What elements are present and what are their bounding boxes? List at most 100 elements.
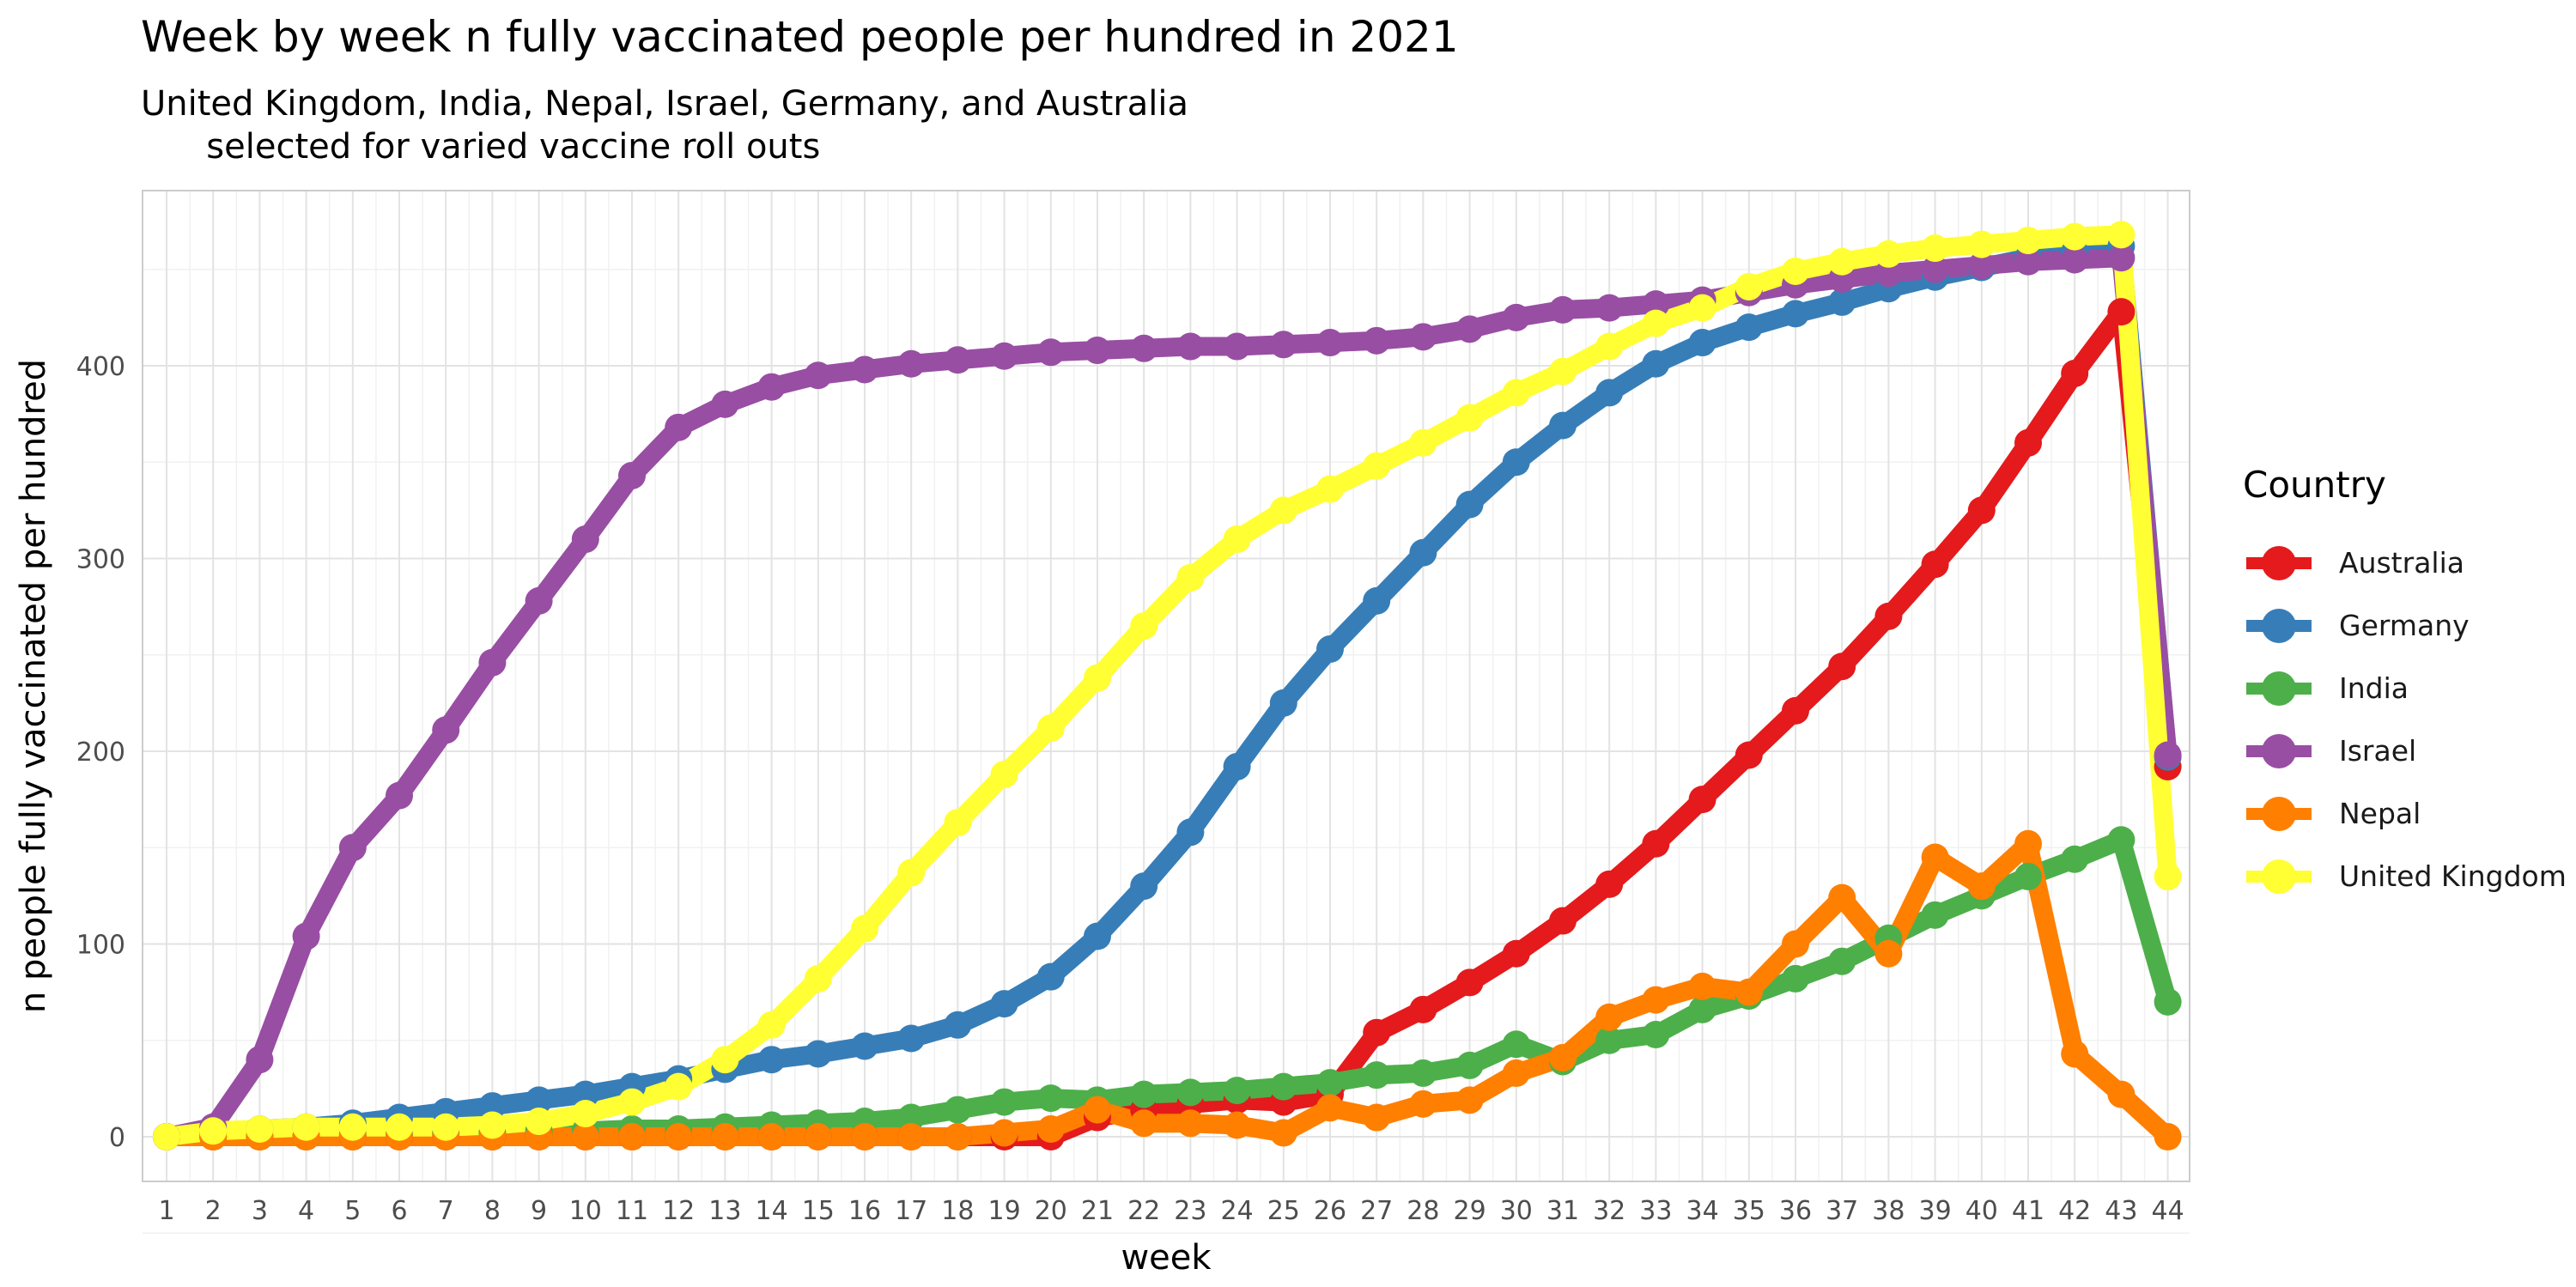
data-point-israel xyxy=(1642,290,1670,319)
x-tick-label: 41 xyxy=(2012,1196,2044,1226)
data-point-australia xyxy=(1502,939,1530,968)
data-point-united-kingdom xyxy=(1921,234,1949,263)
data-point-germany xyxy=(897,1024,926,1053)
data-point-nepal xyxy=(1828,883,1856,912)
data-point-united-kingdom xyxy=(804,964,832,993)
x-tick-label: 28 xyxy=(1406,1196,1439,1226)
data-point-united-kingdom xyxy=(153,1123,180,1150)
data-point-india xyxy=(1223,1077,1251,1105)
data-point-nepal xyxy=(1316,1094,1344,1122)
data-point-india xyxy=(1409,1059,1437,1087)
data-point-united-kingdom xyxy=(990,760,1018,788)
data-point-united-kingdom xyxy=(1409,428,1437,457)
data-point-israel xyxy=(1409,323,1437,351)
x-tick-label: 18 xyxy=(941,1196,974,1226)
x-tick-label: 27 xyxy=(1360,1196,1393,1226)
x-tick-label: 9 xyxy=(531,1196,547,1226)
data-point-israel xyxy=(2014,247,2042,276)
data-point-united-kingdom xyxy=(1828,247,1856,276)
data-point-germany xyxy=(1455,490,1484,519)
data-point-united-kingdom xyxy=(1316,475,1344,503)
data-point-nepal xyxy=(1874,939,1903,968)
y-tick-label: 300 xyxy=(76,545,125,575)
x-tick-label: 25 xyxy=(1267,1196,1300,1226)
data-point-united-kingdom xyxy=(292,1113,320,1141)
x-tick-label: 34 xyxy=(1686,1196,1719,1226)
data-point-india xyxy=(1455,1051,1484,1079)
legend-key xyxy=(2243,859,2315,894)
x-tick-label: 19 xyxy=(988,1196,1021,1226)
data-point-united-kingdom xyxy=(757,1011,786,1039)
data-point-india xyxy=(1130,1080,1158,1108)
x-tick-label: 35 xyxy=(1733,1196,1765,1226)
data-point-nepal xyxy=(990,1119,1018,1147)
data-point-nepal xyxy=(711,1123,739,1150)
data-point-nepal xyxy=(2014,829,2042,858)
data-point-germany xyxy=(851,1032,878,1060)
legend: Country Australia Germany India Israel Nepal… xyxy=(2243,464,2567,908)
data-point-australia xyxy=(1409,995,1437,1023)
data-point-united-kingdom xyxy=(618,1088,646,1116)
data-point-israel xyxy=(525,586,553,615)
legend-key xyxy=(2243,608,2315,643)
data-point-united-kingdom xyxy=(1967,230,1996,258)
data-point-israel xyxy=(618,461,646,489)
data-point-india xyxy=(2014,862,2042,890)
data-point-united-kingdom xyxy=(944,809,972,837)
data-point-australia xyxy=(1642,829,1670,858)
x-tick-label: 23 xyxy=(1174,1196,1206,1226)
x-tick-label: 40 xyxy=(1965,1196,1998,1226)
x-tick-label: 11 xyxy=(616,1196,648,1226)
legend-key xyxy=(2243,733,2315,768)
x-tick-label: 22 xyxy=(1127,1196,1160,1226)
data-point-united-kingdom xyxy=(665,1072,693,1101)
data-point-germany xyxy=(525,1086,553,1114)
x-tick-label: 39 xyxy=(1919,1196,1952,1226)
data-point-united-kingdom xyxy=(1176,563,1205,592)
data-point-israel xyxy=(2154,741,2182,769)
x-tick-label: 43 xyxy=(2105,1196,2137,1226)
data-point-nepal xyxy=(571,1123,599,1150)
data-point-united-kingdom xyxy=(2107,221,2136,249)
data-point-united-kingdom xyxy=(1084,664,1111,692)
data-point-united-kingdom xyxy=(386,1113,413,1141)
data-point-nepal xyxy=(1782,930,1809,958)
data-point-nepal xyxy=(1223,1111,1251,1139)
data-point-united-kingdom xyxy=(1549,357,1577,385)
data-point-israel xyxy=(851,355,878,384)
data-point-israel xyxy=(897,349,926,378)
data-point-india xyxy=(1642,1021,1670,1049)
plot-panel-border xyxy=(142,190,2190,1182)
data-point-germany xyxy=(1084,922,1111,950)
legend-label: Australia xyxy=(2339,546,2464,580)
x-tick-label: 38 xyxy=(1872,1196,1905,1226)
x-tick-label: 16 xyxy=(848,1196,881,1226)
y-tick-label: 100 xyxy=(76,931,125,961)
x-tick-label: 3 xyxy=(252,1196,268,1226)
legend-label: Israel xyxy=(2339,734,2417,768)
data-point-germany xyxy=(757,1046,786,1074)
data-point-india xyxy=(1782,964,1809,993)
legend-title: Country xyxy=(2243,464,2386,506)
legend-items: Australia Germany India Israel Nepal United K… xyxy=(2243,531,2567,908)
data-point-germany xyxy=(1316,635,1344,664)
data-point-united-kingdom xyxy=(2014,227,2042,255)
x-tick-label: 30 xyxy=(1500,1196,1533,1226)
data-point-india xyxy=(1036,1084,1065,1113)
data-point-nepal xyxy=(2107,1080,2136,1108)
x-tick-label: 13 xyxy=(708,1196,741,1226)
data-point-nepal xyxy=(2154,1123,2182,1150)
data-point-israel xyxy=(1316,329,1344,357)
data-point-germany xyxy=(1176,818,1205,847)
data-point-germany xyxy=(1269,689,1297,717)
data-point-nepal xyxy=(1130,1109,1158,1138)
x-tick-label: 37 xyxy=(1826,1196,1858,1226)
data-point-united-kingdom xyxy=(1502,379,1530,407)
data-point-nepal xyxy=(1688,972,1716,1000)
data-point-united-kingdom xyxy=(711,1046,739,1074)
data-point-united-kingdom xyxy=(1130,612,1158,640)
x-tick-label: 1 xyxy=(158,1196,174,1226)
data-point-united-kingdom xyxy=(478,1111,507,1139)
data-point-nepal xyxy=(2061,1040,2089,1068)
data-point-israel xyxy=(246,1046,274,1074)
